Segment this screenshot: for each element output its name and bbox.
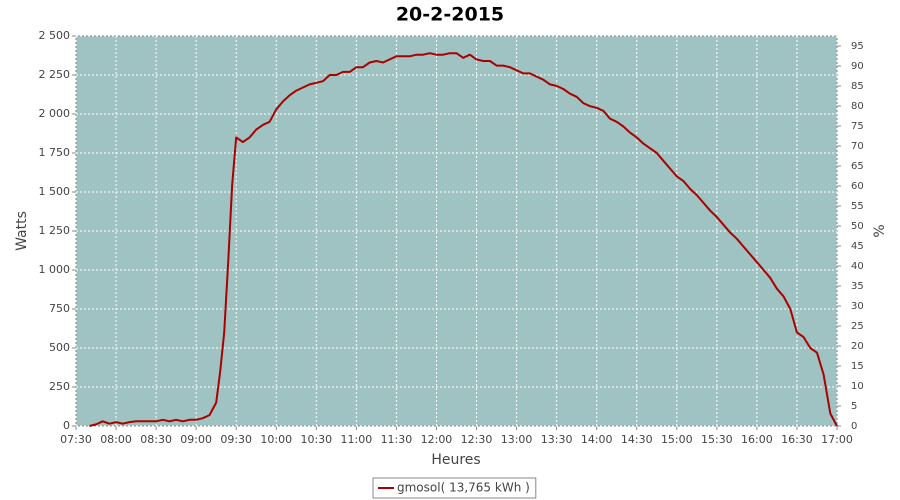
y2-tick-label: 60 <box>851 181 864 192</box>
y-tick-label: 2 000 <box>39 107 71 120</box>
y2-tick-label: 45 <box>851 241 864 252</box>
x-tick-label: 10:30 <box>300 433 332 446</box>
y-axis-title: Watts <box>14 211 30 251</box>
y-tick-label: 500 <box>49 341 70 354</box>
x-tick-label: 11:00 <box>341 433 373 446</box>
x-tick-label: 12:30 <box>461 433 493 446</box>
x-tick-label: 15:30 <box>701 433 733 446</box>
y-tick-label: 1 750 <box>39 146 71 159</box>
legend: gmosol( 13,765 kWh ) <box>372 477 537 499</box>
x-tick-label: 09:00 <box>180 433 212 446</box>
x-tick-label: 15:00 <box>661 433 693 446</box>
y2-tick-label: 20 <box>851 341 864 352</box>
y-tick-label: 2 250 <box>39 68 71 81</box>
y2-tick-label: 70 <box>851 141 864 152</box>
legend-label: gmosol( 13,765 kWh ) <box>397 481 530 495</box>
x-tick-label: 16:00 <box>741 433 773 446</box>
x-tick-label: 09:30 <box>220 433 252 446</box>
y2-tick-label: 90 <box>851 61 864 72</box>
y-tick-label: 1 250 <box>39 224 71 237</box>
data-line <box>89 52 838 427</box>
y2-tick-label: 65 <box>851 161 864 172</box>
y2-tick-label: 30 <box>851 301 864 312</box>
y-tick-label: 1 000 <box>39 263 71 276</box>
y2-tick-label: 55 <box>851 201 864 212</box>
y-tick-label: 1 500 <box>39 185 71 198</box>
y-tick-label: 2 500 <box>39 29 71 42</box>
x-tick-label: 14:30 <box>621 433 653 446</box>
x-tick-label: 13:30 <box>541 433 573 446</box>
y2-tick-label: 0 <box>851 421 857 432</box>
y2-tick-label: 10 <box>851 381 864 392</box>
y2-tick-label: 95 <box>851 41 864 52</box>
y2-tick-label: 25 <box>851 321 864 332</box>
x-tick-label: 14:00 <box>581 433 613 446</box>
y2-tick-label: 50 <box>851 221 864 232</box>
y2-tick-label: 5 <box>851 401 857 412</box>
x-tick-label: 08:00 <box>100 433 132 446</box>
legend-box <box>372 477 537 499</box>
x-tick-label: 17:00 <box>821 433 853 446</box>
x-tick-label: 13:00 <box>501 433 533 446</box>
x-tick-label: 11:30 <box>381 433 413 446</box>
x-tick-label: 12:00 <box>421 433 453 446</box>
chart-title: 20-2-2015 <box>396 4 504 26</box>
x-tick-label: 10:00 <box>260 433 292 446</box>
y-tick-label: 0 <box>63 419 70 432</box>
y-tick-label: 750 <box>49 302 70 315</box>
y2-tick-label: 15 <box>851 361 864 372</box>
y2-tick-label: 80 <box>851 101 864 112</box>
x-tick-label: 16:30 <box>781 433 813 446</box>
y2-tick-label: 35 <box>851 281 864 292</box>
y2-tick-label: 85 <box>851 81 864 92</box>
x-tick-label: 07:30 <box>60 433 92 446</box>
y2-tick-label: 75 <box>851 121 864 132</box>
y-tick-label: 250 <box>49 380 70 393</box>
y2-axis-title: % <box>872 224 888 237</box>
x-axis-title: Heures <box>431 452 480 468</box>
x-tick-label: 08:30 <box>140 433 172 446</box>
y2-tick-label: 40 <box>851 261 864 272</box>
